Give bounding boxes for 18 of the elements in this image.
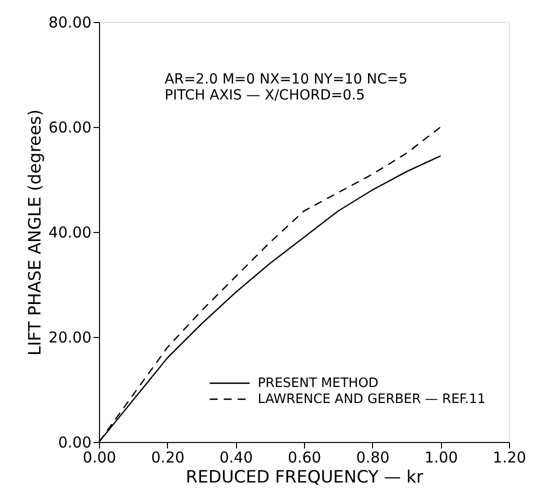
x-tick-label: 0.80 [356,448,390,466]
y-tick-label: 0.00 [58,434,92,452]
legend-label: LAWRENCE AND GERBER — REF.11 [258,392,486,408]
annotation: AR=2.0 M=0 NX=10 NY=10 NC=5 [164,71,408,88]
y-tick-label: 40.00 [48,224,92,242]
x-tick-label: 0.60 [288,448,322,466]
annotation: PITCH AXIS — X/CHORD=0.5 [164,87,365,104]
x-tick-label: 0.00 [82,448,116,466]
x-tick-label: 0.20 [151,448,185,466]
x-axis-title: REDUCED FREQUENCY — kr [186,468,424,488]
x-tick-label: 1.00 [424,448,458,466]
x-tick-label: 0.40 [219,448,253,466]
x-tick-label: 1.20 [492,448,526,466]
y-axis-title: LIFT PHASE ANGLE (degrees) [26,109,46,356]
y-tick-label: 80.00 [48,14,92,32]
y-tick-label: 20.00 [48,328,92,346]
legend-label: PRESENT METHOD [258,376,378,392]
y-tick-label: 60.00 [48,118,92,136]
